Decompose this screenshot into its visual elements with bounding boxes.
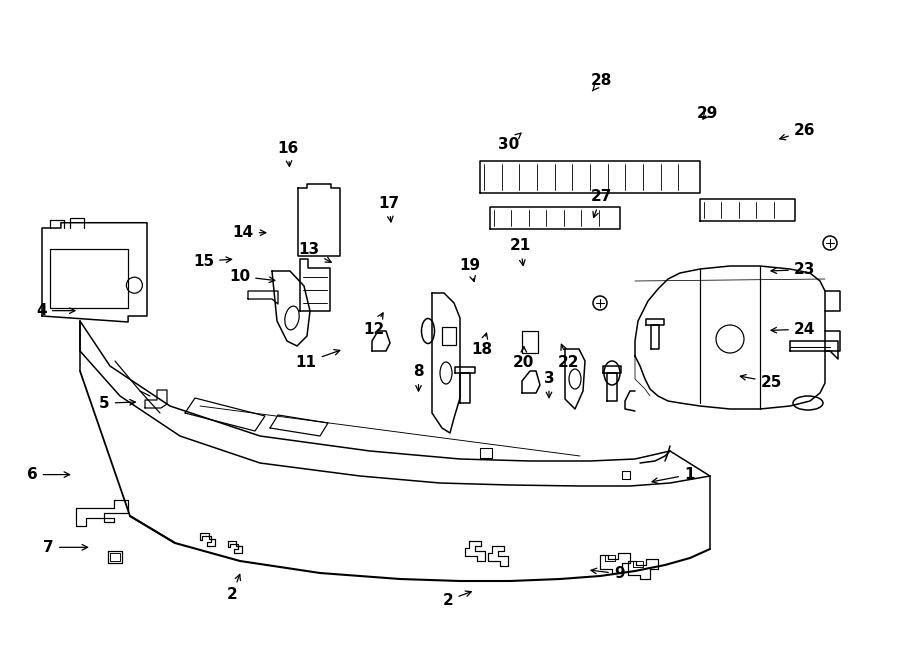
Text: 5: 5: [99, 396, 135, 410]
Text: 7: 7: [43, 540, 87, 555]
Text: 2: 2: [227, 574, 240, 602]
Text: 27: 27: [590, 190, 612, 217]
Text: 6: 6: [27, 467, 69, 482]
Text: 15: 15: [194, 254, 231, 268]
Bar: [442, 327, 456, 345]
Text: 24: 24: [771, 322, 815, 336]
Text: 1: 1: [652, 467, 695, 483]
Text: 12: 12: [363, 313, 384, 336]
Bar: [522, 331, 538, 353]
Text: 3: 3: [544, 371, 554, 398]
Text: 11: 11: [296, 350, 340, 369]
Text: 14: 14: [233, 225, 266, 240]
Text: 23: 23: [771, 262, 815, 277]
Text: 10: 10: [230, 269, 274, 284]
Text: 13: 13: [299, 243, 331, 262]
Text: 17: 17: [378, 196, 400, 222]
Text: 8: 8: [413, 364, 424, 391]
Text: 2: 2: [443, 591, 472, 607]
Text: 21: 21: [509, 239, 531, 266]
Text: 4: 4: [36, 303, 75, 318]
Text: 22: 22: [558, 344, 580, 369]
Text: 30: 30: [498, 133, 521, 151]
Text: 20: 20: [513, 346, 535, 369]
Text: 29: 29: [697, 106, 718, 121]
Text: 19: 19: [459, 258, 481, 282]
Text: 9: 9: [591, 566, 625, 581]
Text: 18: 18: [471, 333, 492, 356]
Text: 28: 28: [590, 73, 612, 91]
Text: 25: 25: [741, 375, 782, 389]
Text: 26: 26: [779, 124, 815, 139]
Text: 16: 16: [277, 141, 299, 167]
